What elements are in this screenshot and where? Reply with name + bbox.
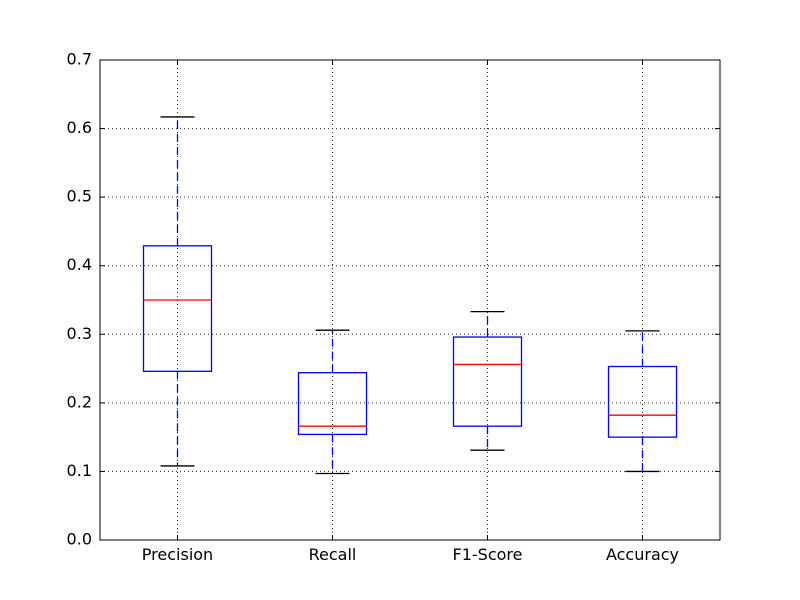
axis-ticks-layer — [100, 59, 720, 541]
y-tick-label: 0.0 — [67, 530, 92, 549]
x-tick-label: Precision — [142, 545, 213, 564]
y-tick-label: 0.5 — [67, 187, 92, 206]
x-tick-label: Accuracy — [606, 545, 679, 564]
box-precision — [142, 116, 213, 467]
plot-area-frame — [99, 59, 721, 541]
box-accuracy — [607, 330, 678, 473]
y-tick-label: 0.1 — [67, 461, 92, 480]
y-tick-label: 0.3 — [67, 324, 92, 343]
box-f1-score — [452, 311, 523, 451]
boxes-layer — [142, 116, 678, 475]
x-tick-label: F1-Score — [453, 545, 523, 564]
iqr-box — [297, 372, 368, 436]
y-tick-label: 0.6 — [67, 118, 92, 137]
tick-labels-layer: 0.0 0.1 0.2 0.3 0.4 0.5 0.6 0.7 Precision Recall F… — [67, 50, 679, 565]
iqr-box — [142, 245, 213, 372]
box-recall — [297, 329, 368, 475]
y-tick-label: 0.7 — [67, 50, 92, 69]
iqr-box — [452, 336, 523, 427]
x-tick-label: Recall — [309, 545, 357, 564]
y-tick-label: 0.2 — [67, 392, 92, 411]
y-tick-label: 0.4 — [67, 255, 92, 274]
iqr-box — [607, 365, 678, 438]
